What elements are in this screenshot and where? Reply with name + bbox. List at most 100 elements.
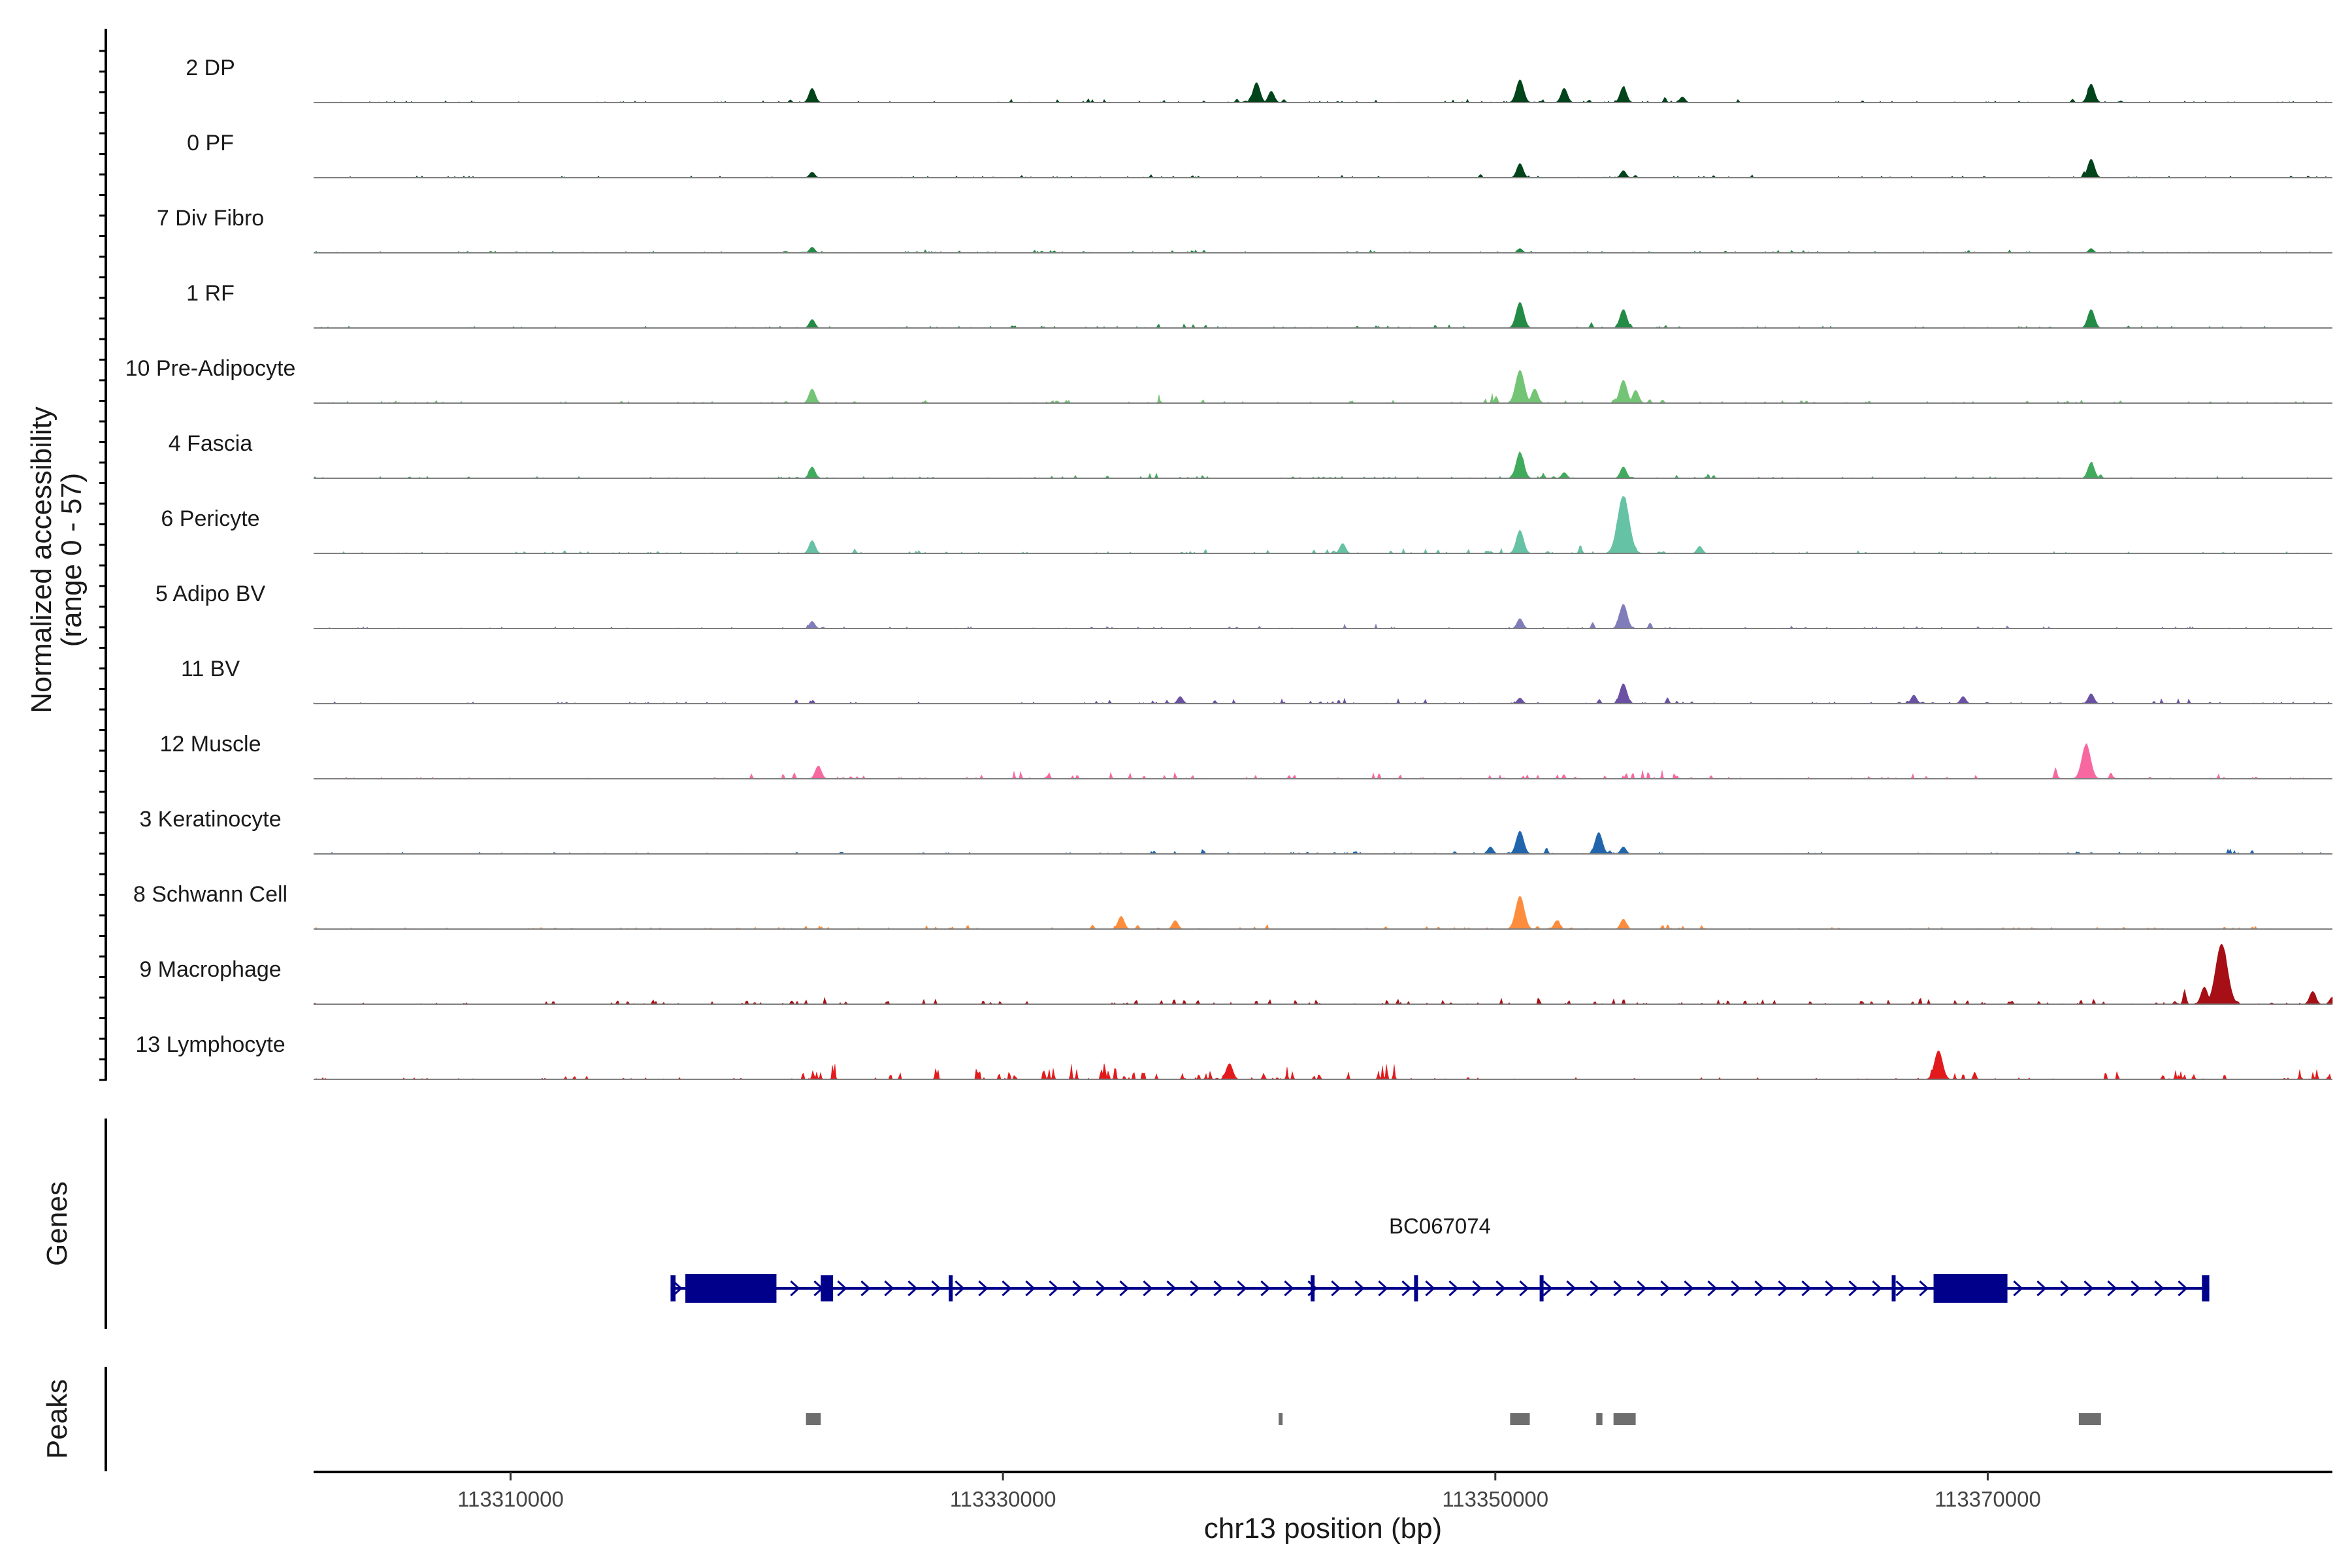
gene-exon [949,1275,953,1301]
strand-chevron [907,1280,918,1297]
strand-chevron [1213,1280,1224,1297]
strand-chevron [1378,1280,1388,1297]
strand-chevron [2131,1280,2141,1297]
strand-chevron [1637,1280,1647,1297]
strand-chevron [1190,1280,1200,1297]
coverage-area [313,943,2333,1005]
track-8-schwann-cell: 8 Schwann Cell [133,882,2332,930]
track-1-rf: 1 RF [186,281,2332,329]
coverage-area [314,496,2332,554]
track-label: 4 Fascia [169,431,253,456]
track-label: 6 Pericyte [161,506,259,531]
track-label: 9 Macrophage [139,957,281,982]
strand-chevron [2107,1280,2117,1297]
track-label: 10 Pre-Adipocyte [125,356,296,381]
strand-chevron [1119,1280,1130,1297]
strand-chevron [1448,1280,1459,1297]
strand-chevron [2060,1280,2070,1297]
x-tick-label: 113330000 [950,1487,1056,1511]
strand-chevron [1825,1280,1835,1297]
strand-chevron [931,1280,941,1297]
strand-chevron [884,1280,894,1297]
coverage-area [314,1051,2333,1080]
peaks-panel: Peaks [41,1367,2101,1471]
track-label: 12 Muscle [160,732,261,757]
track-13-lymphocyte: 13 Lymphocyte [135,1032,2333,1080]
track-label: 1 RF [186,281,235,306]
strand-chevron [1543,1280,1553,1297]
track-4-fascia: 4 Fascia [169,431,2332,479]
x-tick-label: 113370000 [1935,1487,2041,1511]
strand-chevron [1872,1280,1882,1297]
gene-exon [1311,1275,1315,1301]
strand-chevron [672,1280,683,1297]
gene-exon [821,1275,834,1301]
track-label: 11 BV [181,657,240,681]
peak-region [1279,1413,1283,1425]
strand-chevron [1613,1280,1624,1297]
strand-chevron [955,1280,965,1297]
gene-exon [1414,1275,1418,1301]
coverage-area [313,683,2332,704]
track-label: 7 Div Fibro [157,206,264,231]
strand-chevron [1025,1280,1036,1297]
strand-chevron [1660,1280,1671,1297]
strand-chevron [1590,1280,1600,1297]
track-label: 0 PF [187,131,234,155]
strand-chevron [837,1280,847,1297]
strand-chevron [1072,1280,1083,1297]
x-axis-ticks: 113310000 113330000 113350000 113370000 [457,1472,2041,1511]
peak-region [1613,1413,1636,1425]
strand-chevron [1895,1280,1906,1297]
coverage-area [314,604,2332,629]
track-12-muscle: 12 Muscle [160,732,2332,779]
x-axis-title: chr13 position (bp) [1204,1512,1442,1544]
strand-chevron [1166,1280,1177,1297]
x-tick-label: 113350000 [1442,1487,1548,1511]
strand-chevron [1284,1280,1294,1297]
coverage-tracks: 2 DP 0 PF 7 Div Fibro 1 RF 10 Pre-Adipocyte 4… [125,56,2333,1080]
coverage-area [314,830,2332,855]
strand-chevron [1143,1280,1153,1297]
gene-exon [1933,1274,2008,1303]
strand-chevron [1425,1280,1435,1297]
strand-chevron [1919,1280,1929,1297]
track-label: 13 Lymphocyte [135,1032,285,1057]
coverage-area [314,743,2332,779]
strand-chevron [978,1280,988,1297]
strand-chevron [1754,1280,1765,1297]
strand-chevron [790,1280,800,1297]
genes-panel-title: Genes [41,1181,73,1266]
y-axis-range: (range 0 - 57) [56,473,88,647]
gene-BC067074: BC067074 [670,1214,2210,1303]
gene-exon [670,1275,676,1301]
track-5-adipo-bv: 5 Adipo BV [155,581,2332,629]
track-label: 5 Adipo BV [155,581,266,606]
coverage-area [314,159,2332,178]
strand-chevron [1049,1280,1059,1297]
strand-chevron [1519,1280,1529,1297]
x-tick-label: 113310000 [457,1487,564,1511]
track-label: 3 Keratinocyte [139,807,281,832]
track-10-pre-adipocyte: 10 Pre-Adipocyte [125,356,2332,404]
strand-chevron [1731,1280,1741,1297]
strand-chevron [2083,1280,2094,1297]
strand-chevron [1401,1280,1412,1297]
gene-exon [1539,1275,1544,1301]
gene-exon [1891,1275,1896,1301]
strand-chevron [1684,1280,1694,1297]
gene-exon [2202,1275,2210,1301]
track-0-pf: 0 PF [187,131,2332,178]
coverage-area [314,302,2332,329]
strand-chevron [1801,1280,1812,1297]
peak-regions [806,1413,2101,1425]
strand-chevron [2013,1280,2023,1297]
strand-chevron [1566,1280,1576,1297]
strand-chevron [1778,1280,1788,1297]
gene-name: BC067074 [1389,1214,1491,1238]
coverage-panel: Normalized accessibility (range 0 - 57) … [25,29,2333,1081]
strand-chevron [860,1280,871,1297]
strand-chevron [1096,1280,1106,1297]
strand-chevron [2178,1280,2188,1297]
